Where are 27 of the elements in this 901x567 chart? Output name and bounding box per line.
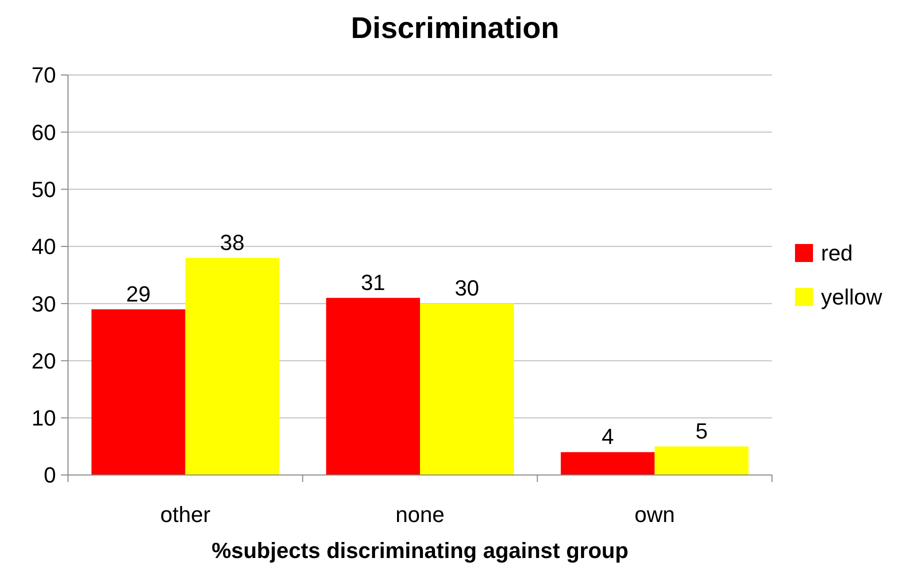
- data-label: 29: [126, 281, 151, 306]
- data-label: 31: [360, 270, 386, 295]
- data-label: 5: [695, 418, 708, 444]
- y-tick-label: 0: [44, 462, 56, 488]
- y-tick-label: 40: [32, 234, 56, 260]
- y-tick-label: 70: [32, 62, 56, 88]
- x-tick-label: other: [160, 502, 210, 527]
- y-tick-label: 50: [32, 176, 56, 202]
- x-tick-label: own: [634, 502, 675, 527]
- chart-title: Discrimination: [350, 12, 560, 45]
- y-tick-label: 30: [32, 291, 56, 316]
- bar: [420, 304, 514, 475]
- y-tick-label: 60: [32, 120, 56, 145]
- bar: [654, 446, 749, 475]
- y-tick-label: 20: [32, 348, 56, 374]
- y-tick-label: 10: [32, 406, 56, 431]
- bar: [326, 298, 420, 475]
- x-axis-title: %subjects discriminating against group: [212, 538, 628, 563]
- legend-label: red: [821, 240, 853, 266]
- data-label: 4: [602, 424, 614, 450]
- data-label: 38: [220, 230, 245, 255]
- x-tick-label: none: [396, 502, 444, 527]
- bar: [560, 452, 655, 475]
- legend-label: yellow: [821, 284, 882, 310]
- data-label: 30: [454, 276, 480, 301]
- bar: [91, 309, 186, 475]
- bar: [185, 258, 280, 475]
